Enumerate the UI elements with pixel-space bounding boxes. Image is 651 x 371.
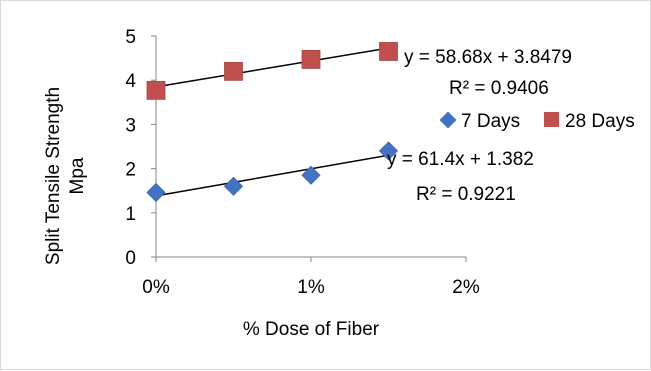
y-tick-label: 4 — [125, 71, 136, 92]
data-point-7-days — [378, 141, 399, 161]
y-tick-label: 5 — [125, 27, 136, 48]
r2-28-days: R² = 0.9406 — [449, 78, 549, 99]
trendline-28-days — [155, 47, 389, 88]
y-axis-title-line-1: Split Tensile Strength — [43, 87, 64, 265]
x-tick-label: 0% — [142, 277, 170, 298]
data-point-7-days — [146, 182, 166, 203]
y-tick-label: 3 — [125, 115, 136, 136]
x-tick-label: 1% — [297, 277, 325, 298]
legend-marker-7-days — [439, 111, 457, 129]
data-point-28-days — [379, 42, 398, 61]
y-tick-label: 0 — [125, 248, 136, 269]
y-tick-label: 1 — [125, 204, 136, 225]
axes — [155, 36, 466, 258]
legend-marker-28-days — [544, 112, 559, 127]
legend-label-28-days: 28 Days — [565, 111, 635, 132]
x-tick-label: 2% — [452, 277, 480, 298]
data-point-7-days — [223, 176, 244, 196]
equation-28-days: y = 58.68x + 3.8479 — [404, 47, 572, 68]
trendlines — [155, 47, 389, 197]
data-point-28-days — [146, 80, 166, 100]
data-points — [146, 42, 399, 203]
data-point-28-days — [301, 50, 321, 69]
y-tick-label: 2 — [125, 160, 136, 181]
y-axis-title-line-2: Mpa — [67, 157, 88, 194]
data-point-7-days — [301, 165, 321, 185]
trendline-7-days — [155, 154, 389, 197]
legend: 7 Days 28 Days — [439, 111, 635, 132]
x-axis-title: % Dose of Fiber — [243, 319, 380, 340]
x-tick-labels: 0% 1% 2% — [142, 257, 480, 298]
y-tick-labels: 0 1 2 3 4 5 — [125, 27, 156, 269]
y-axis-title: Split Tensile Strength Mpa — [43, 87, 88, 265]
equation-7-days: y = 61.4x + 1.382 — [387, 149, 534, 170]
r2-7-days: R² = 0.9221 — [416, 184, 516, 205]
data-point-28-days — [224, 61, 243, 81]
legend-label-7-days: 7 Days — [461, 111, 520, 132]
